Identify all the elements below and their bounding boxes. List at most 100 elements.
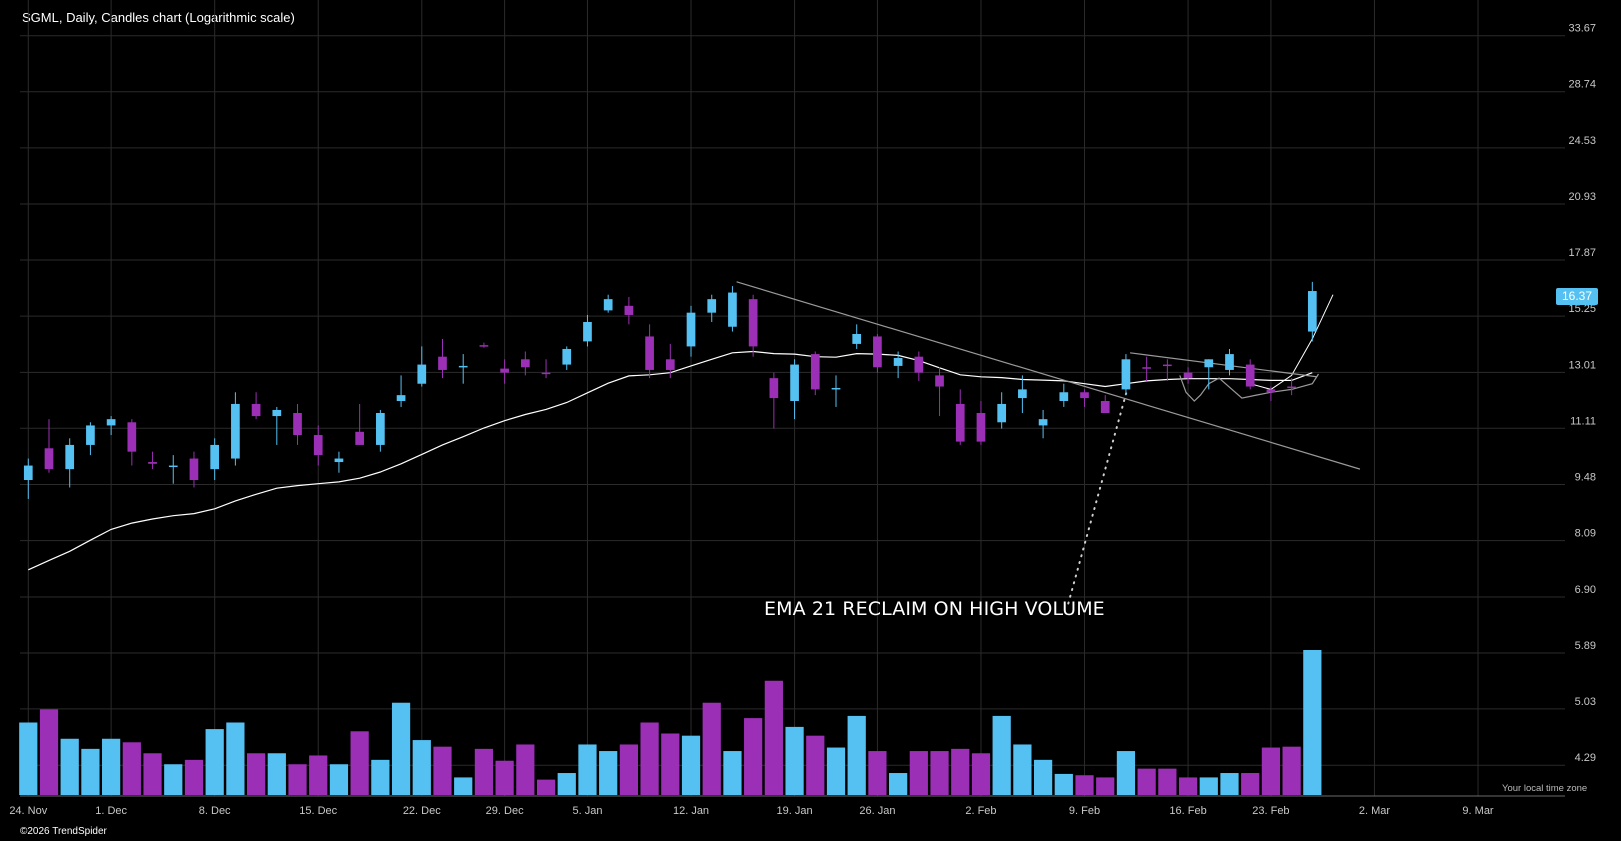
x-tick-label: 26. Jan (859, 805, 895, 817)
volume-bar (454, 777, 473, 795)
annotation-pointer-line[interactable] (1066, 385, 1130, 606)
candle[interactable] (645, 324, 654, 379)
candle[interactable] (873, 333, 882, 373)
candle-body (831, 387, 841, 390)
candle[interactable] (479, 342, 489, 348)
candle[interactable] (1080, 389, 1089, 407)
candle[interactable] (65, 438, 75, 488)
volume-bar (1303, 650, 1322, 795)
candle[interactable] (831, 375, 841, 407)
candle[interactable] (1059, 383, 1069, 407)
candle[interactable] (562, 346, 572, 370)
candle[interactable] (1100, 395, 1110, 414)
candle[interactable] (1245, 359, 1255, 390)
candle[interactable] (665, 343, 675, 379)
candle[interactable] (189, 451, 199, 488)
volume-bar (60, 738, 79, 795)
candle-body (1142, 367, 1151, 369)
candle[interactable] (1018, 375, 1027, 414)
candle[interactable] (1266, 386, 1276, 401)
candle[interactable] (231, 392, 240, 466)
candle[interactable] (624, 296, 634, 325)
candle[interactable] (583, 314, 592, 347)
candle[interactable] (127, 419, 137, 466)
candle-body (500, 368, 509, 373)
candle[interactable] (1225, 348, 1234, 376)
candle[interactable] (313, 425, 323, 466)
candle[interactable] (334, 451, 344, 473)
candle[interactable] (251, 392, 261, 420)
candle[interactable] (541, 359, 551, 379)
candle[interactable] (810, 351, 820, 396)
candle[interactable] (293, 403, 302, 445)
candle-body (1100, 401, 1110, 414)
volume-bar (930, 751, 949, 795)
volume-bar (1096, 777, 1115, 795)
candle[interactable] (769, 372, 779, 429)
candle-body (376, 413, 385, 445)
candle[interactable] (914, 351, 924, 381)
candle[interactable] (106, 416, 116, 436)
candle[interactable] (500, 359, 509, 384)
volume-bar (102, 738, 121, 795)
candle[interactable] (1204, 359, 1214, 390)
candle[interactable] (1307, 281, 1317, 342)
volume-bar (1013, 744, 1032, 795)
trendline[interactable] (1130, 352, 1317, 378)
candle[interactable] (148, 451, 157, 470)
candle[interactable] (376, 409, 385, 452)
candle[interactable] (1183, 367, 1193, 384)
candle[interactable] (44, 419, 54, 473)
candle[interactable] (1142, 356, 1151, 381)
candle-body (148, 462, 157, 464)
candle-body (313, 435, 323, 456)
trendline[interactable] (736, 281, 1361, 470)
x-tick-label: 29. Dec (486, 805, 524, 817)
candle[interactable] (790, 359, 799, 420)
candle[interactable] (976, 401, 986, 445)
candle-body (541, 372, 551, 375)
candle[interactable] (23, 458, 33, 499)
candle[interactable] (997, 392, 1007, 429)
volume-bar (1199, 777, 1218, 795)
annotation-text[interactable]: EMA 21 RECLAIM ON HIGH VOLUME (764, 598, 1105, 620)
candle[interactable] (893, 351, 903, 379)
candle[interactable] (728, 286, 737, 332)
candle-body (935, 375, 944, 387)
volume-bar (785, 726, 804, 795)
timezone-label[interactable]: Your local time zone (1502, 783, 1588, 794)
volume-bar (246, 753, 266, 795)
candle[interactable] (686, 305, 696, 357)
candle[interactable] (396, 375, 406, 407)
candle[interactable] (603, 294, 613, 313)
candle[interactable] (1121, 354, 1131, 396)
candle[interactable] (520, 351, 530, 376)
y-tick-label: 20.93 (1568, 191, 1596, 203)
candle[interactable] (1038, 409, 1048, 439)
candle-body (23, 465, 33, 481)
candle[interactable] (86, 422, 95, 456)
candle[interactable] (707, 294, 717, 322)
candle[interactable] (355, 403, 365, 445)
candle[interactable] (168, 455, 178, 484)
y-tick-label: 11.11 (1570, 415, 1596, 427)
volume-bar (226, 722, 245, 795)
candle[interactable] (1287, 378, 1296, 396)
candle[interactable] (1163, 359, 1172, 381)
volume-bar (826, 747, 846, 795)
candle[interactable] (417, 346, 427, 387)
candle[interactable] (748, 294, 758, 357)
candle[interactable] (438, 338, 447, 379)
volume-bar (371, 759, 390, 795)
candle[interactable] (458, 354, 468, 384)
candle-body (583, 321, 592, 342)
candle-body (914, 356, 924, 373)
candle[interactable] (210, 438, 220, 481)
candle-body (645, 336, 654, 370)
candle[interactable] (935, 367, 944, 417)
volume-bar (1116, 751, 1136, 795)
candle[interactable] (955, 389, 965, 445)
candle[interactable] (272, 406, 282, 445)
candle[interactable] (852, 324, 862, 349)
